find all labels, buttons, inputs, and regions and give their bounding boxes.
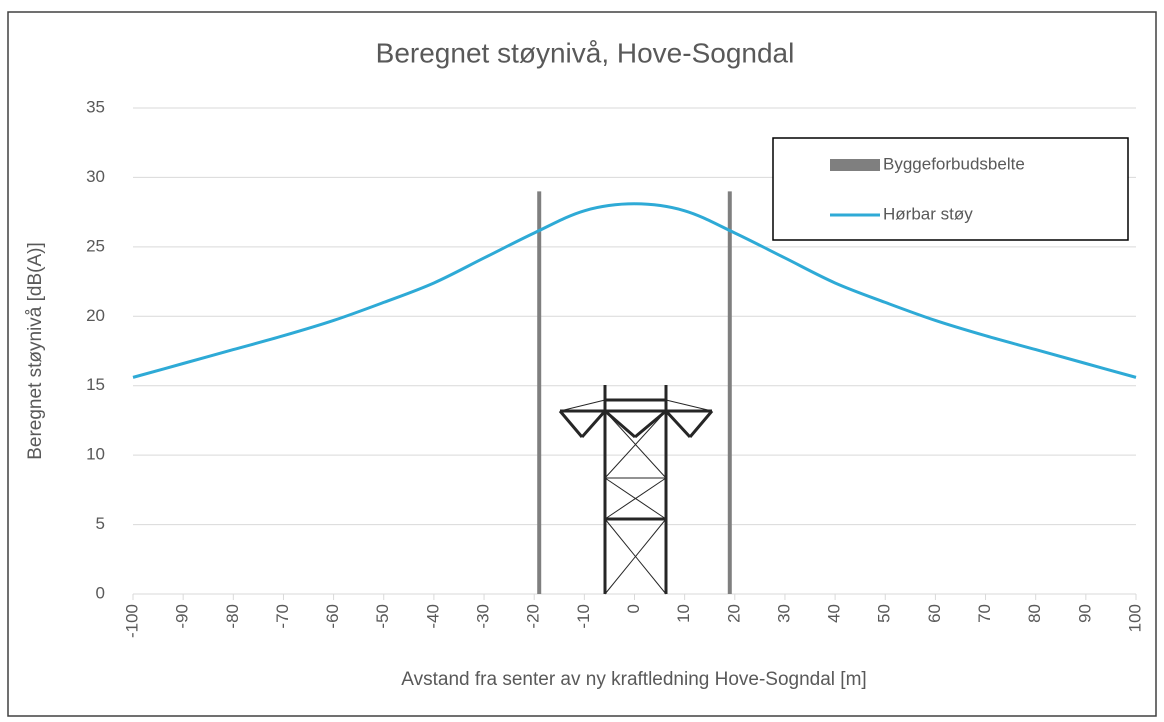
y-tick-label: 10 xyxy=(86,445,105,464)
y-axis-label: Beregnet støynivå [dB(A)] xyxy=(25,242,46,460)
chart-frame xyxy=(7,11,1157,717)
x-tick-label: -20 xyxy=(524,604,543,629)
x-tick-label: 50 xyxy=(875,604,894,623)
x-tick-label: -40 xyxy=(423,604,442,629)
x-tick-label: -10 xyxy=(574,604,593,629)
y-tick-label: 20 xyxy=(86,306,105,325)
x-tick-label: 80 xyxy=(1025,604,1044,623)
x-tick-label: 40 xyxy=(825,604,844,623)
x-tick-label: 60 xyxy=(925,604,944,623)
legend-swatch xyxy=(830,159,880,171)
y-tick-label: 0 xyxy=(96,583,105,602)
chart-title: Beregnet støynivå, Hove-Sogndal xyxy=(376,37,795,68)
x-tick-label: 70 xyxy=(975,604,994,623)
x-tick-label: -50 xyxy=(373,604,392,629)
x-tick-label: -30 xyxy=(474,604,493,629)
legend-label: Byggeforbudsbelte xyxy=(883,154,1025,173)
x-tick-label: 20 xyxy=(724,604,743,623)
x-axis-label: Avstand fra senter av ny kraftledning Ho… xyxy=(401,669,866,690)
x-tick-label: 90 xyxy=(1075,604,1094,623)
x-tick-label: -100 xyxy=(122,604,141,638)
y-tick-label: 25 xyxy=(86,236,105,255)
x-tick-label: 100 xyxy=(1125,604,1144,632)
tower-illustration xyxy=(558,385,714,595)
x-tick-label: -90 xyxy=(173,604,192,629)
y-tick-label: 30 xyxy=(86,167,105,186)
y-tick-label: 15 xyxy=(86,375,105,394)
x-tick-label: 10 xyxy=(674,604,693,623)
x-tick-label: 30 xyxy=(774,604,793,623)
legend-label: Hørbar støy xyxy=(883,204,973,223)
x-tick-label: -80 xyxy=(223,604,242,629)
y-tick-label: 5 xyxy=(96,514,105,533)
x-tick-label: -70 xyxy=(273,604,292,629)
noise-line xyxy=(132,202,1137,379)
x-tick-label: -60 xyxy=(323,604,342,629)
legend-box xyxy=(772,137,1129,241)
y-tick-label: 35 xyxy=(86,97,105,116)
x-tick-label: 0 xyxy=(624,604,643,613)
